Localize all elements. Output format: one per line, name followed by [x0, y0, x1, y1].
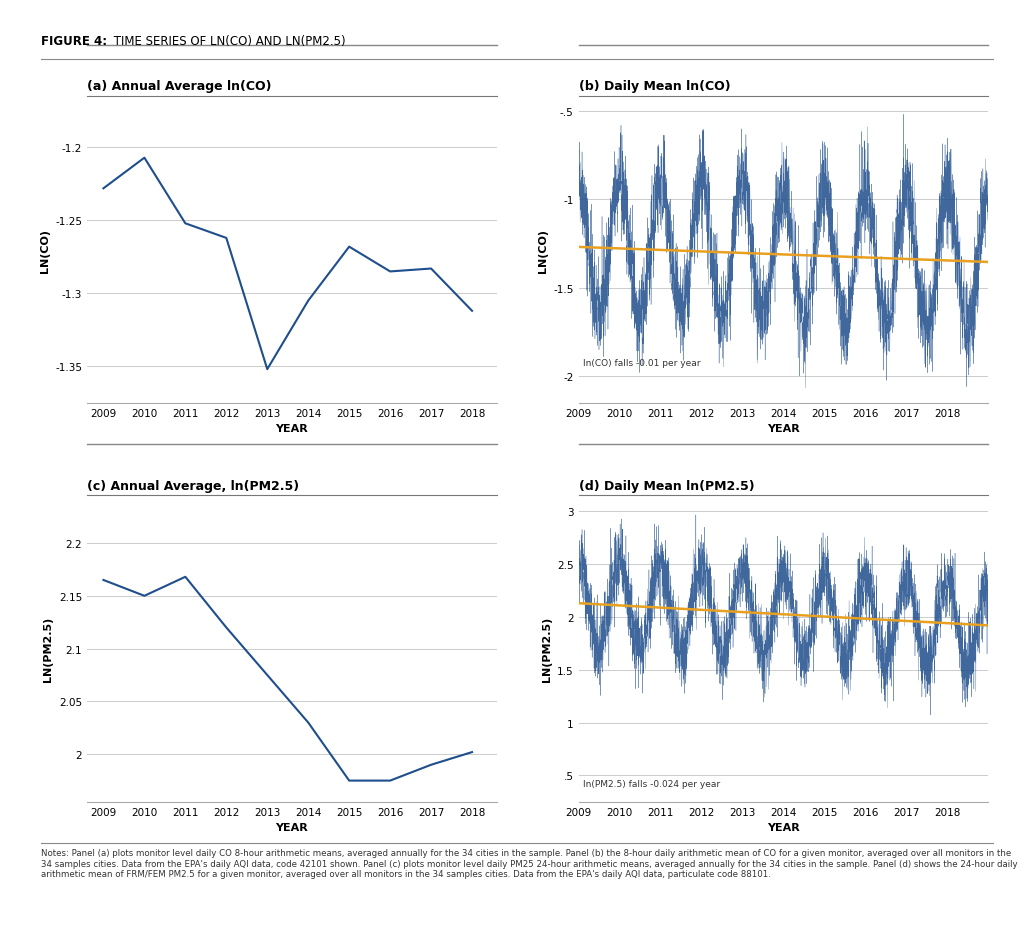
Text: TIME SERIES OF LN(CO) AND LN(PM2.5): TIME SERIES OF LN(CO) AND LN(PM2.5): [110, 35, 345, 48]
Y-axis label: LN(CO): LN(CO): [538, 228, 548, 273]
Text: (d) Daily Mean ln(PM2.5): (d) Daily Mean ln(PM2.5): [579, 479, 755, 492]
Text: Notes: Panel (a) plots monitor level daily CO 8-hour arithmetic means, averaged : Notes: Panel (a) plots monitor level dai…: [41, 848, 1018, 878]
Text: FIGURE 4:: FIGURE 4:: [41, 35, 108, 48]
X-axis label: YEAR: YEAR: [767, 424, 800, 434]
Text: ln(CO) falls -0.01 per year: ln(CO) falls -0.01 per year: [583, 359, 700, 368]
Y-axis label: LN(CO): LN(CO): [40, 228, 49, 273]
Y-axis label: LN(PM2.5): LN(PM2.5): [43, 616, 53, 681]
X-axis label: YEAR: YEAR: [275, 822, 308, 832]
Text: (c) Annual Average, ln(PM2.5): (c) Annual Average, ln(PM2.5): [87, 479, 299, 492]
Text: (a) Annual Average ln(CO): (a) Annual Average ln(CO): [87, 81, 271, 94]
Text: (b) Daily Mean ln(CO): (b) Daily Mean ln(CO): [579, 81, 730, 94]
Text: ln(PM2.5) falls -0.024 per year: ln(PM2.5) falls -0.024 per year: [583, 780, 720, 788]
Y-axis label: LN(PM2.5): LN(PM2.5): [542, 616, 552, 681]
X-axis label: YEAR: YEAR: [275, 424, 308, 434]
X-axis label: YEAR: YEAR: [767, 822, 800, 832]
